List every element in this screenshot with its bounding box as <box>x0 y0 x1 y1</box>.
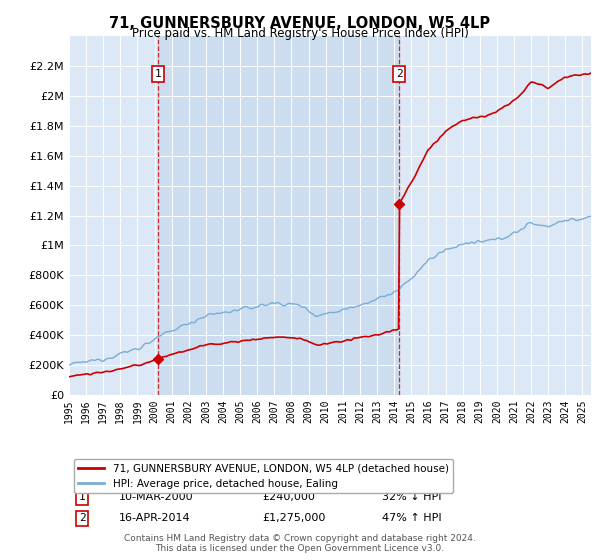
Text: Price paid vs. HM Land Registry's House Price Index (HPI): Price paid vs. HM Land Registry's House … <box>131 27 469 40</box>
Text: 2: 2 <box>396 69 403 79</box>
Text: 71, GUNNERSBURY AVENUE, LONDON, W5 4LP: 71, GUNNERSBURY AVENUE, LONDON, W5 4LP <box>109 16 491 31</box>
Text: 32% ↓ HPI: 32% ↓ HPI <box>382 492 442 502</box>
Text: 16-APR-2014: 16-APR-2014 <box>119 514 190 524</box>
Text: 1: 1 <box>79 492 85 502</box>
Text: 10-MAR-2000: 10-MAR-2000 <box>119 492 193 502</box>
Bar <box>158 36 399 395</box>
Text: £1,275,000: £1,275,000 <box>262 514 326 524</box>
Text: 2: 2 <box>79 514 85 524</box>
Text: £240,000: £240,000 <box>262 492 315 502</box>
Text: Contains HM Land Registry data © Crown copyright and database right 2024.
This d: Contains HM Land Registry data © Crown c… <box>124 534 476 553</box>
Text: 47% ↑ HPI: 47% ↑ HPI <box>382 514 442 524</box>
Text: 1: 1 <box>154 69 161 79</box>
Legend: 71, GUNNERSBURY AVENUE, LONDON, W5 4LP (detached house), HPI: Average price, det: 71, GUNNERSBURY AVENUE, LONDON, W5 4LP (… <box>74 459 453 493</box>
